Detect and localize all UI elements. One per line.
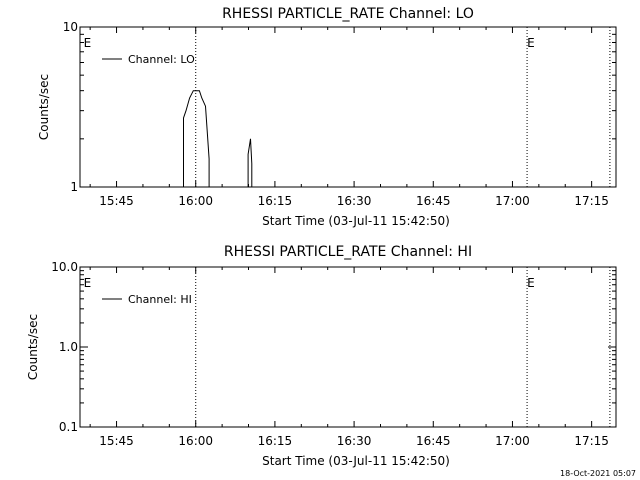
legend-label: Channel: LO [128, 53, 195, 66]
x-tick-label: 16:30 [337, 194, 372, 208]
x-tick-label: 16:15 [258, 434, 293, 448]
y-tick-label: 1 [70, 180, 78, 194]
y-tick-label: 10.0 [51, 260, 78, 274]
panel-hi: RHESSI PARTICLE_RATE Channel: HI 15:45 16:… [26, 244, 617, 468]
plot-frame [79, 266, 617, 428]
event-marker: E [84, 276, 92, 290]
legend-label: Channel: HI [128, 293, 192, 306]
x-tick-label: 17:00 [495, 434, 530, 448]
y-axis-label: Counts/sec [26, 314, 40, 380]
x-tick-label: 16:45 [416, 434, 451, 448]
x-tick-label: 16:15 [258, 194, 293, 208]
y-tick-label: 0.1 [59, 420, 78, 434]
event-marker: E [84, 36, 92, 50]
panel-lo: RHESSI PARTICLE_RATE Channel: LO 15:45 16:… [37, 6, 617, 228]
x-tick-label: 17:15 [574, 194, 609, 208]
x-tick-label: 16:45 [416, 194, 451, 208]
chart-title: RHESSI PARTICLE_RATE Channel: LO [222, 6, 474, 22]
x-tick-label: 17:00 [495, 194, 530, 208]
series-line-channel-lo [183, 90, 253, 188]
y-tick-label: 10 [63, 20, 78, 34]
chart-title: RHESSI PARTICLE_RATE Channel: HI [224, 244, 472, 260]
x-tick-label: 16:00 [178, 434, 213, 448]
generation-timestamp: 18-Oct-2021 05:07 [560, 469, 636, 478]
x-tick-label: 15:45 [99, 194, 134, 208]
event-marker: E [527, 36, 535, 50]
x-tick-label: 16:00 [178, 194, 213, 208]
x-axis-label: Start Time (03-Jul-11 15:42:50) [262, 454, 450, 468]
event-marker: E [527, 276, 535, 290]
x-tick-label: 16:30 [337, 434, 372, 448]
plot-frame [79, 26, 617, 188]
y-tick-label: 1.0 [59, 340, 78, 354]
x-axis-label: Start Time (03-Jul-11 15:42:50) [262, 214, 450, 228]
y-axis-label: Counts/sec [37, 74, 51, 140]
x-tick-label: 17:15 [574, 434, 609, 448]
x-tick-label: 15:45 [99, 434, 134, 448]
